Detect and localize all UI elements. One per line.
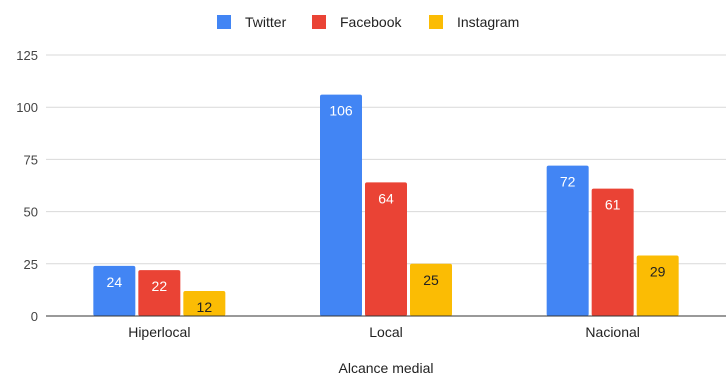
y-tick-label: 0 <box>31 309 38 324</box>
y-tick-label: 50 <box>24 205 38 220</box>
x-category-label: Nacional <box>585 324 639 340</box>
y-tick-label: 75 <box>24 152 38 167</box>
data-labels: 24 22 12 106 64 25 72 61 29 <box>107 103 666 315</box>
data-label: 29 <box>650 263 666 279</box>
bars <box>93 94 679 316</box>
bar-twitter-local <box>320 94 362 316</box>
bar-twitter-nacional <box>546 165 589 316</box>
legend-label-twitter: Twitter <box>245 14 287 30</box>
x-category-label: Hiperlocal <box>128 324 190 340</box>
data-label: 25 <box>423 272 439 288</box>
data-label: 64 <box>378 190 394 206</box>
bar-facebook-hiperlocal <box>138 270 181 316</box>
legend: Twitter Facebook Instagram <box>217 14 519 30</box>
bar-instagram-local <box>410 263 452 316</box>
data-label: 61 <box>605 197 621 213</box>
y-tick-label: 100 <box>16 100 38 115</box>
y-tick-label: 25 <box>24 257 38 272</box>
legend-label-facebook: Facebook <box>340 14 402 30</box>
x-category-label: Local <box>369 324 402 340</box>
bar-facebook-nacional <box>591 188 634 316</box>
data-label: 22 <box>152 278 168 294</box>
legend-swatch-twitter <box>217 15 231 29</box>
data-label: 12 <box>197 299 213 315</box>
data-label: 24 <box>107 274 123 290</box>
x-axis-categories: Hiperlocal Local Nacional <box>128 324 640 340</box>
data-label: 72 <box>560 174 576 190</box>
legend-label-instagram: Instagram <box>457 14 519 30</box>
data-label: 106 <box>329 103 353 119</box>
legend-swatch-facebook <box>312 15 326 29</box>
bar-instagram-hiperlocal <box>183 290 226 316</box>
bar-facebook-local <box>365 182 407 316</box>
bar-instagram-nacional <box>636 255 679 316</box>
x-axis-title: Alcance medial <box>339 360 434 376</box>
y-tick-label: 125 <box>16 48 38 63</box>
legend-swatch-instagram <box>429 15 443 29</box>
y-axis-ticks: 0 25 50 75 100 125 <box>16 48 38 324</box>
bar-twitter-hiperlocal <box>93 265 136 316</box>
